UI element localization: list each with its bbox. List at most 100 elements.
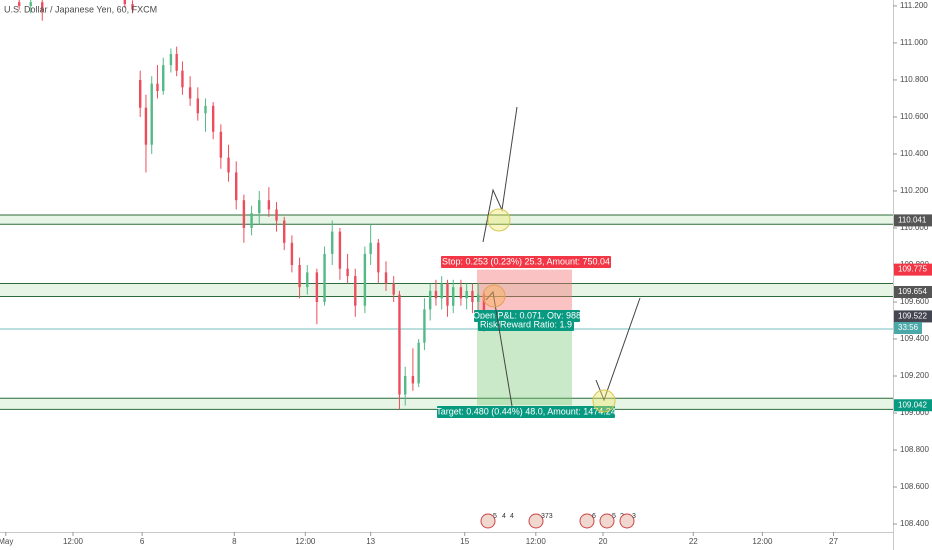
- candle-body: [150, 83, 153, 145]
- x-tick-label: 12:00: [526, 537, 547, 546]
- price-tag: [894, 285, 932, 298]
- y-tick-label: 109.200: [900, 371, 929, 380]
- candle-body: [144, 107, 148, 145]
- y-tick-label: 110.800: [900, 75, 929, 84]
- y-tick-label: 111.200: [900, 1, 928, 10]
- y-tick-label: 109.600: [900, 297, 929, 306]
- candle-body: [482, 294, 486, 317]
- drawings: [482, 106, 641, 413]
- event-flag: [599, 513, 615, 529]
- candle-body: [338, 231, 342, 269]
- price-tag: [894, 310, 932, 323]
- candle-body: [29, 2, 32, 6]
- candle-body: [219, 131, 223, 158]
- drawn-line: [595, 297, 641, 402]
- x-tick-label: 8: [232, 537, 237, 546]
- target-area: [477, 316, 572, 406]
- candle-body: [404, 376, 407, 395]
- drawn-line: [482, 106, 518, 243]
- event-label: 3: [632, 513, 636, 520]
- candle-body: [398, 294, 401, 395]
- candle-body: [162, 65, 165, 92]
- event-label: 5: [493, 513, 497, 520]
- candle-body: [242, 200, 246, 228]
- event-flag: [528, 513, 544, 529]
- candle-body: [363, 253, 367, 306]
- candle-body: [476, 294, 480, 302]
- drawn-circle: [592, 389, 616, 413]
- x-tick-label: 22: [689, 537, 698, 546]
- price-tag-label: 109.042: [898, 400, 927, 409]
- candle-body: [428, 290, 432, 310]
- candle-body: [298, 264, 301, 288]
- candle-body: [156, 83, 159, 92]
- candle-body: [250, 213, 253, 228]
- candle-body: [331, 231, 334, 254]
- candle-body: [354, 276, 357, 306]
- y-tick-label: 109.000: [900, 408, 929, 417]
- event-label: 6: [592, 513, 596, 520]
- candle-body: [41, 2, 44, 12]
- price-tag: [894, 214, 932, 227]
- price-tag: [894, 399, 932, 412]
- event-flag: [480, 513, 496, 529]
- price-tag-label: 109.654: [898, 287, 927, 296]
- candle-body: [423, 309, 426, 343]
- candle-body: [123, 0, 127, 5]
- candle-body: [290, 242, 294, 265]
- y-tick-label: 108.800: [900, 445, 929, 454]
- x-tick-label: 12:00: [295, 537, 316, 546]
- drawn-circle: [482, 284, 506, 308]
- candle-body: [227, 157, 230, 173]
- event-label: 373: [541, 513, 553, 520]
- candle-body: [440, 283, 443, 299]
- chart-title: U.S. Dollar / Japanese Yen, 60, FXCM: [4, 4, 157, 14]
- x-tick-label: May: [0, 537, 13, 546]
- candle-body: [235, 172, 238, 201]
- event-flag: [619, 513, 635, 529]
- candle-body: [188, 87, 192, 99]
- x-tick-label: 12:00: [63, 537, 84, 546]
- candle-body: [452, 287, 455, 306]
- candle-body: [138, 79, 142, 108]
- y-tick-label: 108.400: [900, 519, 929, 528]
- y-tick-label: 109.400: [900, 334, 929, 343]
- candle-body: [211, 105, 215, 132]
- candle-body: [18, 2, 21, 6]
- position-label: Open P&L: 0.071, Qty: 988: [473, 310, 581, 320]
- event-label: 5: [612, 513, 616, 520]
- x-tick-label: 12:00: [752, 537, 773, 546]
- candle-body: [411, 376, 415, 384]
- drawn-circle: [487, 208, 511, 232]
- y-tick-label: 110.200: [900, 186, 929, 195]
- event-label: 4: [510, 513, 514, 520]
- price-tag-label: 109.775: [898, 265, 927, 274]
- candle-body: [346, 268, 349, 277]
- x-tick-label: 20: [599, 537, 608, 546]
- event-flag: [579, 513, 595, 529]
- candle-body: [459, 287, 463, 299]
- candle-body: [446, 283, 449, 306]
- position-label: Stop: 0.253 (0.23%) 25.3, Amount: 750.04: [442, 256, 610, 266]
- position-label: Target: 0.480 (0.44%) 48.0, Amount: 1474…: [436, 406, 616, 416]
- candle-body: [258, 200, 261, 214]
- candle-body: [175, 54, 178, 71]
- support-zone: [0, 215, 893, 225]
- drawn-line: [485, 290, 513, 407]
- label-bg: [441, 256, 611, 268]
- countdown-tag: [894, 322, 922, 334]
- candle-body: [417, 342, 420, 384]
- candle-body: [283, 220, 286, 243]
- candle-body: [471, 290, 474, 302]
- candle-body: [323, 253, 326, 302]
- y-tick-label: 110.000: [900, 223, 929, 232]
- candle-body: [384, 272, 388, 284]
- candle-body: [377, 242, 380, 273]
- y-tick-label: 108.600: [900, 482, 929, 491]
- price-tag-label: 110.041: [898, 215, 927, 224]
- candle-body: [131, 4, 134, 10]
